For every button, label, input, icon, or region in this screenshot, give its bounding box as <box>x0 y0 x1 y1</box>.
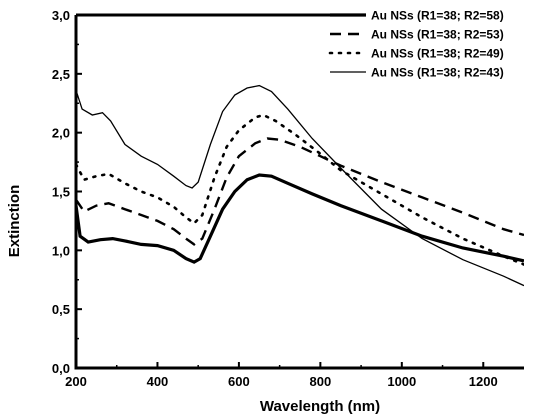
x-tick-label: 800 <box>310 374 332 389</box>
x-tick-label: 200 <box>65 374 87 389</box>
series-line-3 <box>76 113 524 266</box>
x-tick-label: 1000 <box>387 374 416 389</box>
x-tick-label: 400 <box>147 374 169 389</box>
legend-label-4: Au NSs (R1=38; R2=43) <box>371 66 504 80</box>
legend-label-1: Au NSs (R1=38; R2=58) <box>371 9 504 23</box>
x-tick-label: 600 <box>228 374 250 389</box>
y-tick-label: 0,5 <box>52 302 70 317</box>
legend: Au NSs (R1=38; R2=58) Au NSs (R1=38; R2=5… <box>328 9 504 80</box>
x-axis-title: Wavelength (nm) <box>260 398 380 415</box>
series-layer <box>76 84 524 287</box>
series-line-1 <box>76 173 524 264</box>
legend-label-3: Au NSs (R1=38; R2=49) <box>371 47 504 61</box>
y-tick-label: 1,5 <box>52 185 70 200</box>
series-line-2 <box>76 137 524 246</box>
ticks-layer: 200 400 600 800 1000 1200 0,0 0,5 1,0 1,5 2,0 2,5 3,… <box>52 8 498 389</box>
y-tick-label: 2,5 <box>52 67 70 82</box>
legend-label-2: Au NSs (R1=38; R2=53) <box>371 28 504 42</box>
y-tick-label: 1,0 <box>52 243 70 258</box>
y-tick-label: 0,0 <box>52 361 70 376</box>
series-line-4 <box>76 84 524 287</box>
y-tick-label: 3,0 <box>52 8 70 23</box>
y-tick-label: 2,0 <box>52 126 70 141</box>
y-axis-title: Extinction <box>6 185 23 258</box>
x-tick-label: 1200 <box>469 374 498 389</box>
